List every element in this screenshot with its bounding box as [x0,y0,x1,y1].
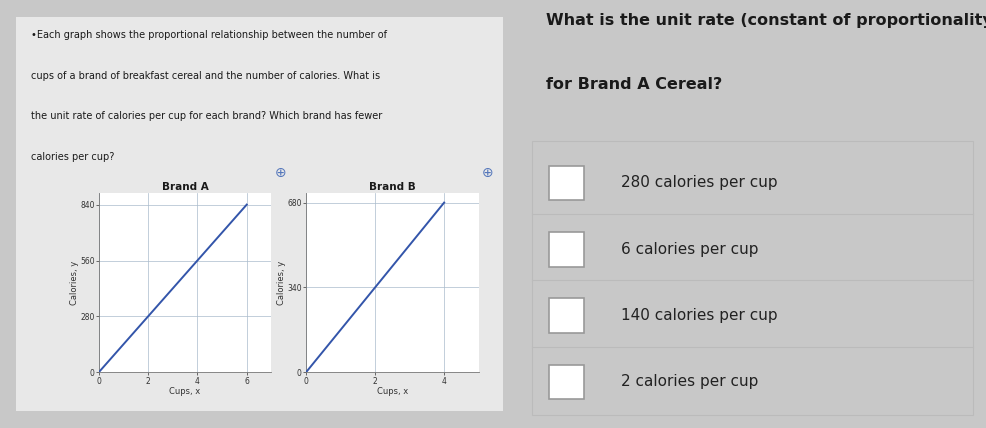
Text: cups of a brand of breakfast cereal and the number of calories. What is: cups of a brand of breakfast cereal and … [32,71,380,80]
X-axis label: Cups, x: Cups, x [170,387,200,396]
X-axis label: Cups, x: Cups, x [377,387,407,396]
Y-axis label: Calories, y: Calories, y [69,260,79,305]
Text: 2 calories per cup: 2 calories per cup [621,374,758,389]
Text: ⊕: ⊕ [274,166,286,180]
FancyBboxPatch shape [16,17,502,411]
Text: 140 calories per cup: 140 calories per cup [621,308,777,323]
Text: calories per cup?: calories per cup? [32,152,114,162]
FancyBboxPatch shape [548,298,584,333]
Text: ⊕: ⊕ [481,166,493,180]
Text: 6 calories per cup: 6 calories per cup [621,242,758,257]
Y-axis label: Calories, y: Calories, y [276,260,286,305]
FancyBboxPatch shape [548,166,584,200]
Text: •Each graph shows the proportional relationship between the number of: •Each graph shows the proportional relat… [32,30,387,40]
Text: the unit rate of calories per cup for each brand? Which brand has fewer: the unit rate of calories per cup for ea… [32,111,382,121]
Text: for Brand A Cereal?: for Brand A Cereal? [546,77,722,92]
Title: Brand B: Brand B [369,182,415,192]
FancyBboxPatch shape [548,365,584,399]
FancyBboxPatch shape [548,232,584,267]
Title: Brand A: Brand A [162,182,208,192]
Text: What is the unit rate (constant of proportionality): What is the unit rate (constant of propo… [546,13,986,28]
Text: 280 calories per cup: 280 calories per cup [621,175,777,190]
